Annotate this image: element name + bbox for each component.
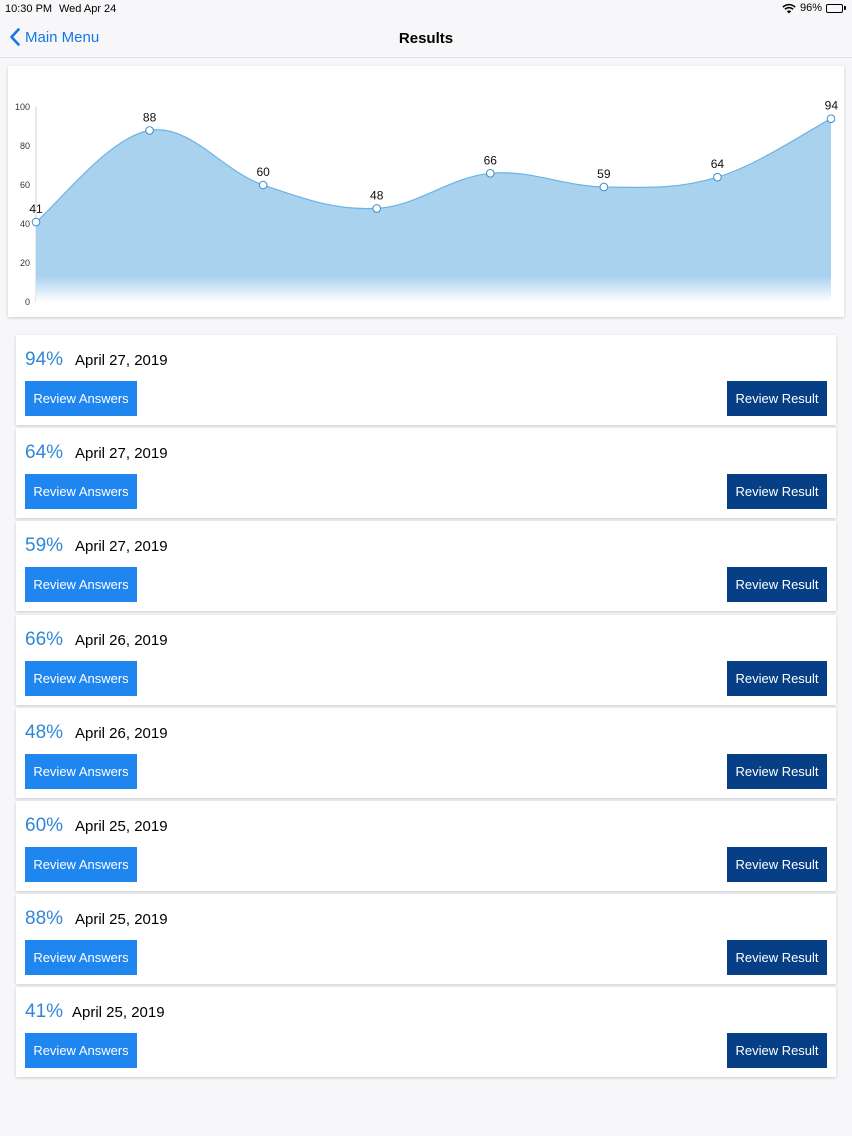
result-score: 41% bbox=[25, 1001, 64, 1022]
data-label: 60 bbox=[256, 165, 270, 179]
review-answers-button[interactable]: Review Answers bbox=[25, 474, 137, 509]
result-score: 88% bbox=[25, 908, 64, 929]
data-label: 41 bbox=[29, 202, 43, 216]
result-card: 48% April 26, 2019 Review Answers Review Re… bbox=[16, 708, 836, 798]
review-result-button[interactable]: Review Result bbox=[727, 661, 827, 696]
y-tick-label: 0 bbox=[25, 297, 30, 307]
result-date: April 27, 2019 bbox=[75, 538, 168, 555]
data-label: 48 bbox=[370, 188, 384, 202]
chevron-left-icon bbox=[10, 28, 20, 46]
result-card: 94% April 27, 2019 Review Answers Review Re… bbox=[16, 335, 836, 425]
result-card: 60% April 25, 2019 Review Answers Review Re… bbox=[16, 801, 836, 891]
result-card: 66% April 26, 2019 Review Answers Review Re… bbox=[16, 615, 836, 705]
data-label: 64 bbox=[711, 157, 725, 171]
status-date: Wed Apr 24 bbox=[59, 3, 117, 15]
result-date: April 26, 2019 bbox=[75, 632, 168, 649]
review-answers-button[interactable]: Review Answers bbox=[25, 1033, 137, 1068]
y-tick-label: 60 bbox=[20, 180, 30, 190]
result-date: April 25, 2019 bbox=[75, 818, 168, 835]
y-tick-label: 100 bbox=[15, 102, 30, 112]
result-date: April 27, 2019 bbox=[75, 445, 168, 462]
result-date: April 27, 2019 bbox=[75, 352, 168, 369]
result-score: 59% bbox=[25, 535, 64, 556]
data-point bbox=[713, 172, 722, 182]
data-label: 88 bbox=[143, 110, 157, 124]
review-answers-button[interactable]: Review Answers bbox=[25, 847, 137, 882]
result-score: 48% bbox=[25, 722, 64, 743]
review-result-button[interactable]: Review Result bbox=[727, 847, 827, 882]
battery-percent: 96% bbox=[799, 2, 822, 14]
review-answers-button[interactable]: Review Answers bbox=[25, 661, 137, 696]
data-point bbox=[258, 180, 268, 190]
result-date: April 26, 2019 bbox=[75, 725, 168, 742]
results-chart: 0 20 40 60 80 100 41 88 60 48 66 59 64 94 bbox=[8, 66, 844, 317]
result-card: 41% April 25, 2019 Review Answers Review Re… bbox=[16, 987, 836, 1077]
back-label: Main Menu bbox=[25, 28, 100, 46]
page-title: Results bbox=[398, 30, 454, 47]
battery-icon bbox=[826, 3, 846, 13]
review-result-button[interactable]: Review Result bbox=[727, 940, 827, 975]
result-score: 94% bbox=[25, 349, 64, 370]
chart-svg: 0 20 40 60 80 100 41 88 60 48 66 59 64 94 bbox=[15, 99, 839, 307]
data-point bbox=[826, 114, 836, 124]
nav-bar: Main Menu Results bbox=[0, 18, 852, 58]
data-label: 94 bbox=[825, 99, 839, 113]
review-answers-button[interactable]: Review Answers bbox=[25, 567, 137, 602]
y-tick-label: 80 bbox=[20, 141, 30, 151]
review-answers-button[interactable]: Review Answers bbox=[25, 381, 137, 416]
y-tick-label: 40 bbox=[20, 219, 30, 229]
status-time: 10:30 PM bbox=[5, 3, 53, 15]
review-answers-button[interactable]: Review Answers bbox=[25, 754, 137, 789]
review-result-button[interactable]: Review Result bbox=[727, 474, 827, 509]
review-result-button[interactable]: Review Result bbox=[727, 381, 827, 416]
area-fill bbox=[36, 118, 831, 302]
status-bar: 10:30 PM Wed Apr 24 96% bbox=[0, 0, 852, 18]
data-point bbox=[372, 204, 382, 213]
wifi-icon bbox=[782, 3, 796, 13]
result-date: April 25, 2019 bbox=[72, 1004, 165, 1021]
y-tick-label: 20 bbox=[20, 258, 30, 268]
data-point bbox=[145, 126, 154, 135]
data-point bbox=[31, 217, 41, 227]
data-point bbox=[485, 169, 495, 178]
status-right: 96% bbox=[782, 2, 846, 14]
result-card: 88% April 25, 2019 Review Answers Review Re… bbox=[16, 894, 836, 984]
data-point bbox=[599, 182, 609, 192]
result-card: 64% April 27, 2019 Review Answers Review Re… bbox=[16, 428, 836, 518]
review-result-button[interactable]: Review Result bbox=[727, 567, 827, 602]
data-label: 59 bbox=[597, 167, 611, 181]
result-date: April 25, 2019 bbox=[75, 911, 168, 928]
back-button[interactable]: Main Menu bbox=[9, 28, 99, 46]
result-score: 66% bbox=[25, 629, 64, 650]
data-label: 66 bbox=[484, 153, 498, 167]
result-score: 60% bbox=[25, 815, 64, 836]
review-result-button[interactable]: Review Result bbox=[727, 754, 827, 789]
result-card: 59% April 27, 2019 Review Answers Review Re… bbox=[16, 521, 836, 611]
result-score: 64% bbox=[25, 442, 64, 463]
review-result-button[interactable]: Review Result bbox=[727, 1033, 827, 1068]
review-answers-button[interactable]: Review Answers bbox=[25, 940, 137, 975]
